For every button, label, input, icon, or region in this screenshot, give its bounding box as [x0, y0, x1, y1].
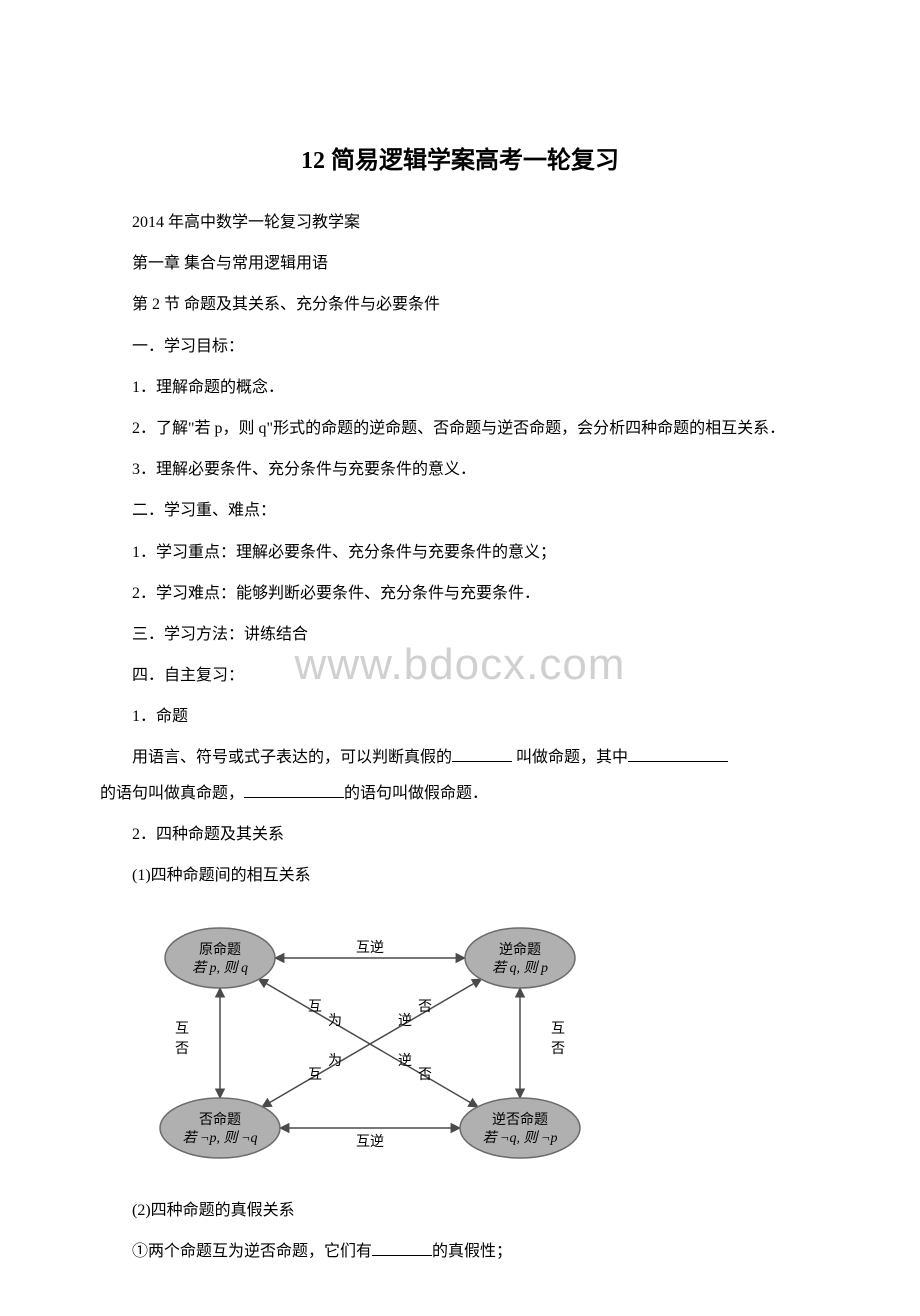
truth-relation-1: ①两个命题互为逆否命题，它们有 的真假性；	[100, 1234, 820, 1269]
svg-text:若 p, 则 q: 若 p, 则 q	[192, 960, 248, 976]
svg-text:互: 互	[551, 1022, 565, 1037]
fill-blank-1	[452, 746, 512, 762]
svg-text:原命题: 原命题	[199, 941, 241, 958]
fill-blank-3	[244, 782, 344, 798]
svg-text:互: 互	[308, 1000, 322, 1015]
fill-blank-2	[628, 746, 728, 762]
svg-text:互逆: 互逆	[356, 940, 384, 956]
def-part-4: 的语句叫做假命题．	[344, 785, 488, 802]
page-title: 12 简易逻辑学案高考一轮复习	[100, 140, 820, 175]
document-content: 12 简易逻辑学案高考一轮复习 2014 年高中数学一轮复习教学案 第一章 集合…	[100, 140, 820, 1270]
item-1-proposition: 1．命题	[100, 699, 820, 734]
fill-blank-4	[372, 1240, 432, 1256]
goal-2: 2．了解"若 p，则 q"形式的命题的逆命题、否命题与逆否命题，会分析四种命题的…	[100, 411, 820, 446]
heading-method: 三．学习方法：讲练结合	[100, 617, 820, 652]
svg-text:逆否命题: 逆否命题	[492, 1111, 548, 1128]
heading-key-difficulties: 二．学习重、难点：	[100, 493, 820, 528]
svg-text:若 ¬q, 则 ¬p: 若 ¬q, 则 ¬p	[483, 1130, 558, 1146]
line-section: 第 2 节 命题及其关系、充分条件与必要条件	[100, 287, 820, 322]
svg-text:若 q, 则 p: 若 q, 则 p	[492, 960, 548, 976]
key-2: 2．学习难点：能够判断必要条件、充分条件与充要条件．	[100, 576, 820, 611]
svg-text:为: 为	[328, 1013, 342, 1029]
proposition-definition: 用语言、符号或式子表达的，可以判断真假的 叫做命题，其中 的语句叫做真命题， 的语…	[100, 740, 820, 810]
tr1-part-b: 的真假性；	[432, 1243, 512, 1260]
sub-2-truth-relations: (2)四种命题的真假关系	[100, 1193, 820, 1228]
svg-text:为: 为	[328, 1053, 342, 1069]
svg-text:否: 否	[551, 1042, 565, 1057]
svg-text:否: 否	[418, 1000, 432, 1015]
def-part-2: 叫做命题，其中	[512, 749, 628, 766]
svg-text:逆: 逆	[398, 1013, 412, 1029]
proposition-relation-diagram: 互逆互逆互否互否互为逆否否逆为互原命题若 p, 则 q逆命题若 q, 则 p否命…	[140, 913, 820, 1173]
def-part-1: 用语言、符号或式子表达的，可以判断真假的	[132, 749, 452, 766]
goal-1: 1．理解命题的概念．	[100, 370, 820, 405]
svg-text:否: 否	[175, 1042, 189, 1057]
svg-text:若 ¬p, 则 ¬q: 若 ¬p, 则 ¬q	[183, 1130, 258, 1146]
line-chapter: 第一章 集合与常用逻辑用语	[100, 246, 820, 281]
sub-1-relations: (1)四种命题间的相互关系	[100, 858, 820, 893]
line-intro-year: 2014 年高中数学一轮复习教学案	[100, 205, 820, 240]
def-part-3: 的语句叫做真命题，	[100, 785, 244, 802]
goal-2-text: 2．了解"若 p，则 q"形式的命题的逆命题、否命题与逆否命题，会分析四种命题的…	[132, 420, 785, 437]
svg-text:否: 否	[418, 1068, 432, 1083]
svg-text:互: 互	[175, 1022, 189, 1037]
svg-text:逆命题: 逆命题	[499, 941, 541, 958]
goal-3: 3．理解必要条件、充分条件与充要条件的意义．	[100, 452, 820, 487]
item-2-four-propositions: 2．四种命题及其关系	[100, 817, 820, 852]
svg-text:互: 互	[308, 1068, 322, 1083]
diagram-svg: 互逆互逆互否互否互为逆否否逆为互原命题若 p, 则 q逆命题若 q, 则 p否命…	[140, 913, 600, 1173]
key-1: 1．学习重点：理解必要条件、充分条件与充要条件的意义；	[100, 535, 820, 570]
heading-self-review: 四．自主复习：	[100, 658, 820, 693]
tr1-part-a: ①两个命题互为逆否命题，它们有	[132, 1243, 372, 1260]
svg-text:逆: 逆	[398, 1053, 412, 1069]
svg-text:互逆: 互逆	[356, 1134, 384, 1150]
heading-learning-goals: 一．学习目标：	[100, 329, 820, 364]
svg-text:否命题: 否命题	[199, 1111, 241, 1128]
